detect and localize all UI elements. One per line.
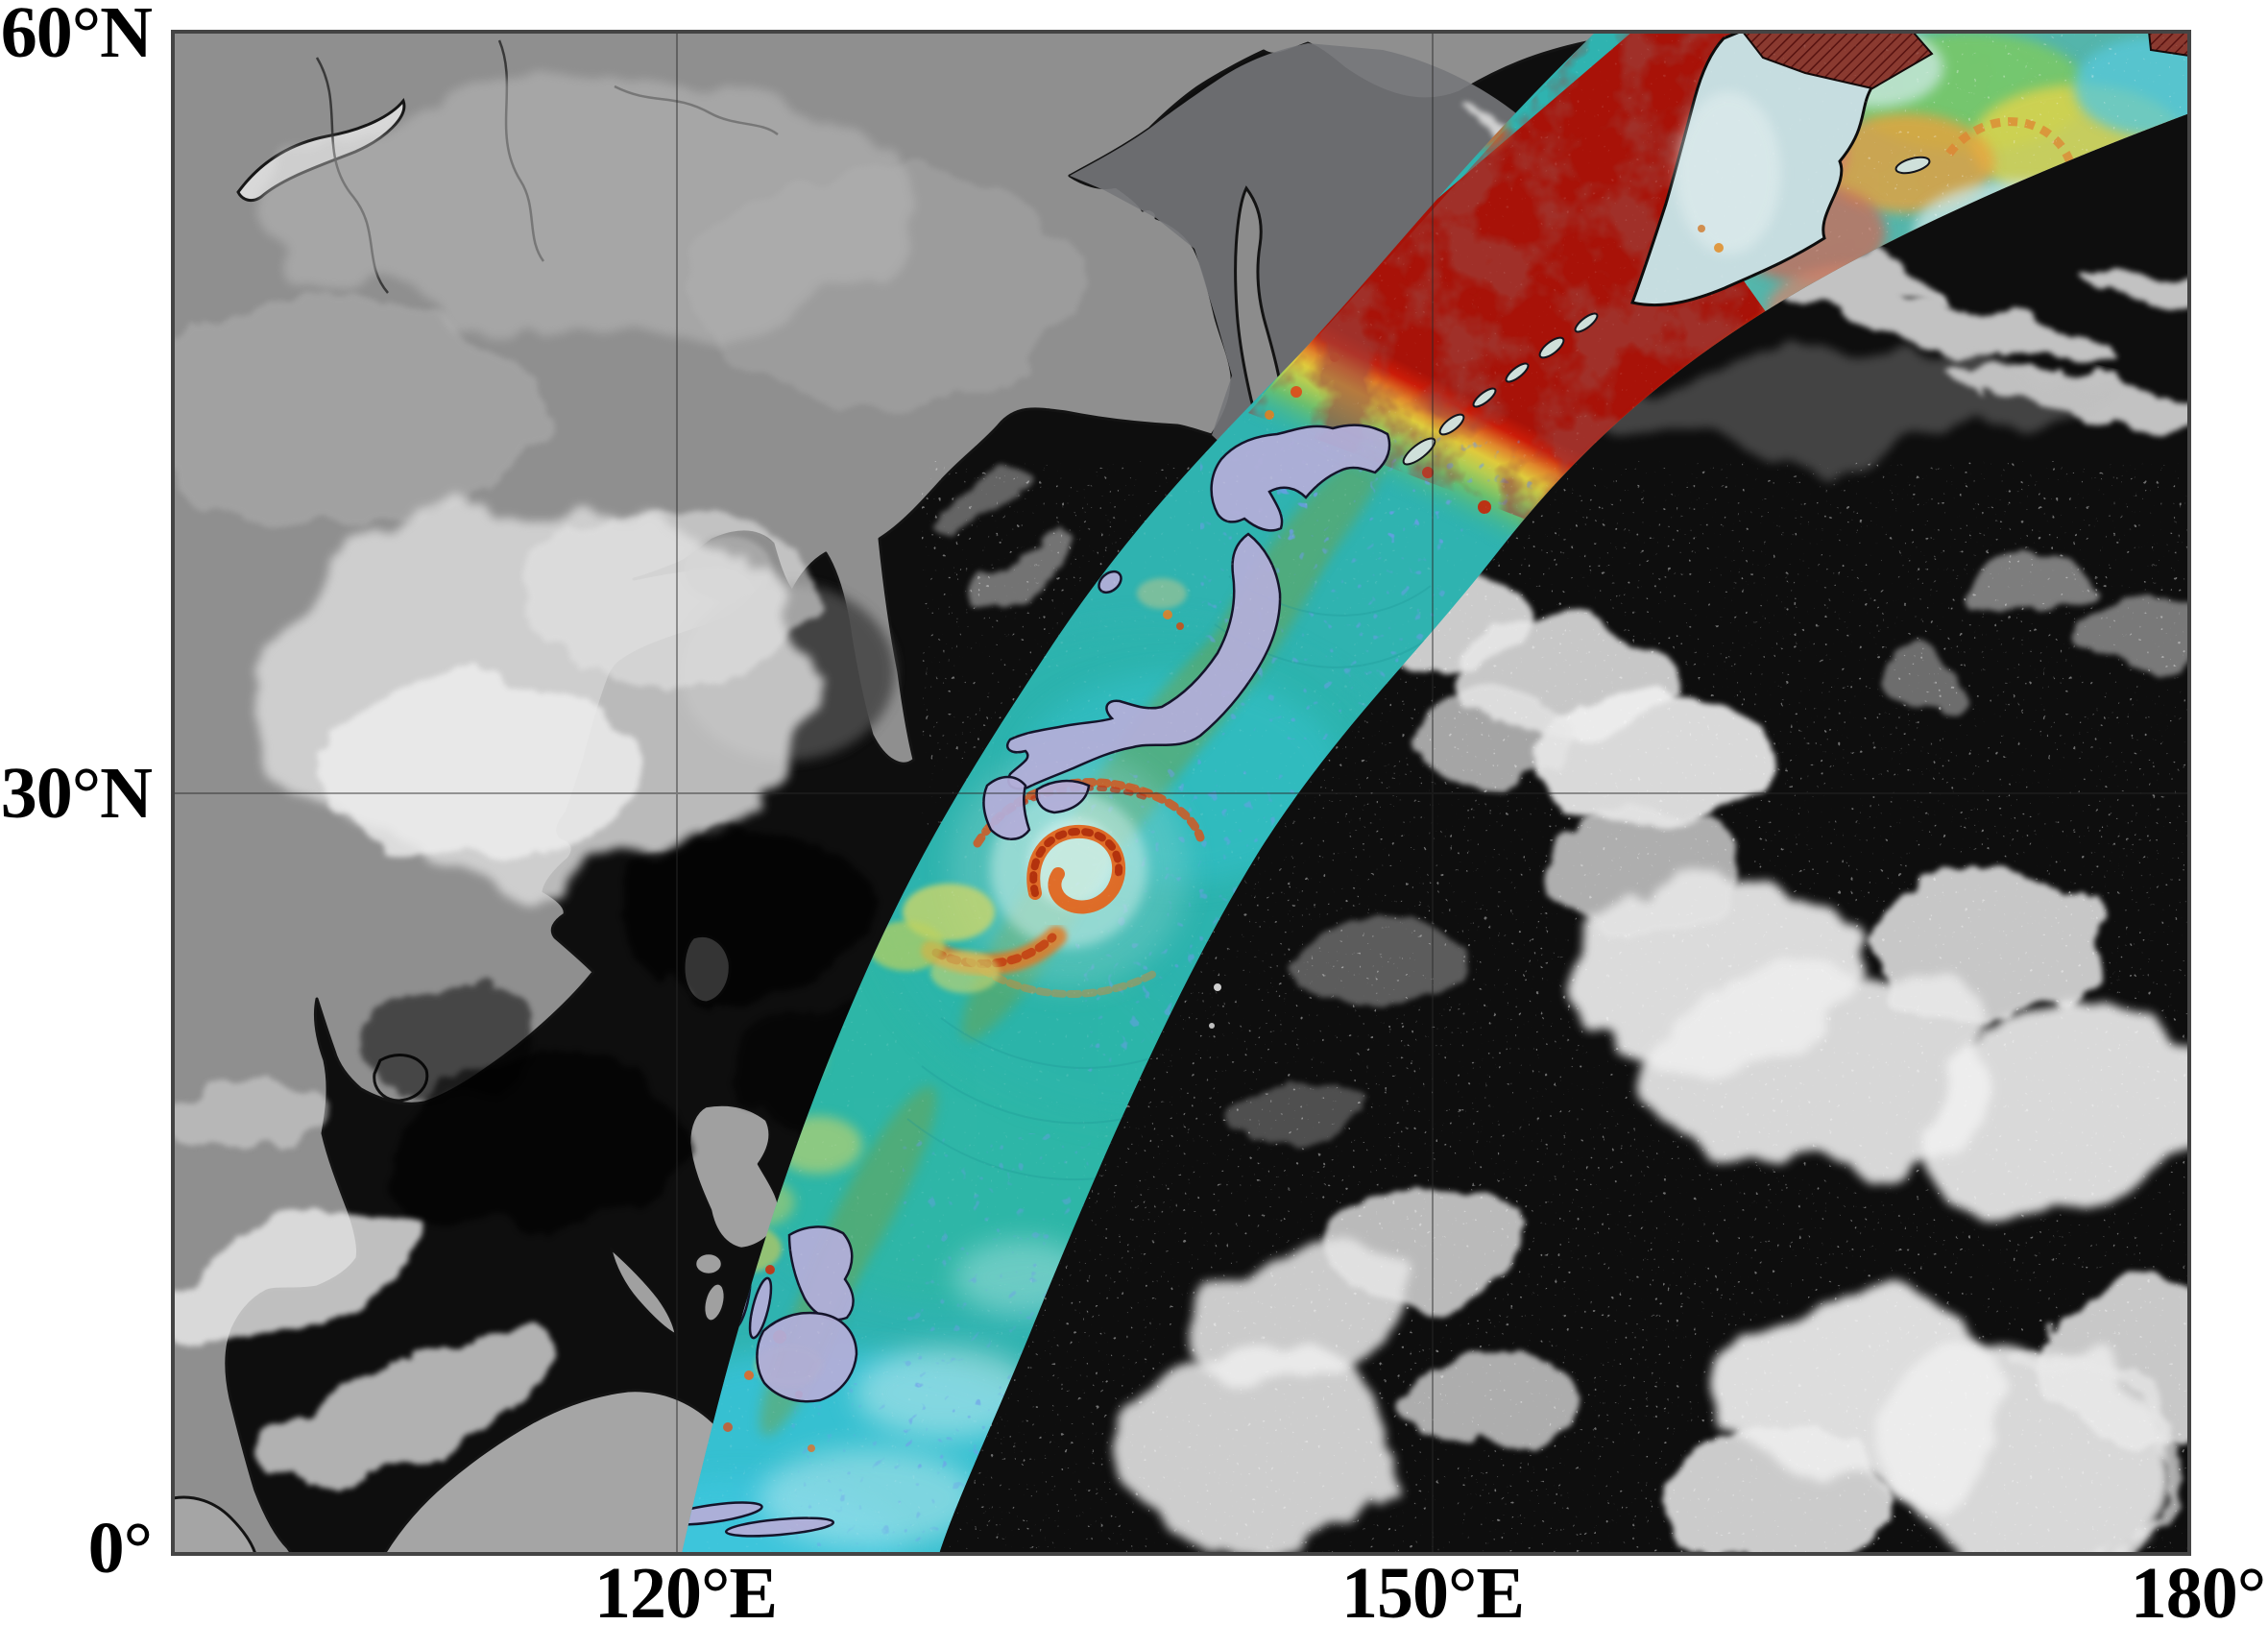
mindoro [693, 1251, 724, 1276]
map-border [171, 30, 2191, 1556]
lat-label-60n: 60°N [0, 0, 153, 73]
palawan [609, 1247, 678, 1337]
panay [702, 1282, 727, 1322]
map-plot-area [173, 32, 2189, 1554]
philippines-coastline [609, 1104, 782, 1337]
graticule [173, 32, 2189, 1554]
lat-label-30n: 30°N [0, 753, 153, 834]
lat-label-0: 0° [87, 1508, 153, 1589]
lon-label-120e: 120°E [593, 1553, 778, 1625]
lon-label-150e: 150°E [1340, 1553, 1525, 1625]
lon-label-180: 180° [2130, 1553, 2266, 1625]
